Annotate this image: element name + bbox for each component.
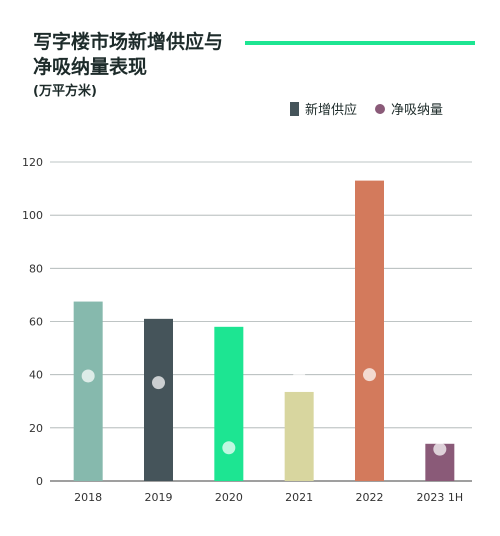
y-tick-label: 100 [22,209,43,222]
y-tick-label: 120 [22,156,43,169]
unit-label: (万平方米) [33,84,97,99]
x-tick-label: 2019 [145,491,173,504]
bar [144,318,173,481]
legend: 新增供应 净吸纳量 [290,99,461,118]
y-tick-label: 20 [29,422,43,435]
legend-absorption-swatch [375,103,386,114]
chart-title-line1: 写字楼市场新增供应与 [33,31,224,53]
absorption-dot [292,370,306,384]
legend-supply-label: 新增供应 [305,103,358,118]
absorption-dot [152,376,165,390]
bar [214,326,244,481]
y-tick-label: 60 [29,316,43,329]
absorption-dot [433,442,447,456]
title-accent-line [245,41,475,45]
absorption-dot [222,441,236,455]
chart-title-line2: 净吸纳量表现 [33,56,148,78]
x-tick-label: 2021 [285,491,313,504]
y-tick-label: 0 [36,475,43,488]
x-tick-label: 2018 [74,491,102,504]
x-tick-label: 2020 [215,491,243,504]
x-tick-label: 2023 1H [416,491,463,504]
legend-item-absorption: 净吸纳量 [375,99,443,118]
y-tick-label: 40 [29,369,43,382]
bar [284,391,314,481]
absorption-dot [81,369,95,383]
bar [73,301,103,481]
y-tick-label: 80 [29,262,43,275]
bar [355,180,384,481]
legend-item-supply: 新增供应 [290,99,357,118]
x-tick-label: 2022 [356,491,384,504]
chart-title: 写字楼市场新增供应与 净吸纳量表现 [33,30,223,80]
legend-absorption-label: 净吸纳量 [391,103,444,118]
absorption-dot [363,368,376,382]
legend-supply-swatch [290,101,299,116]
